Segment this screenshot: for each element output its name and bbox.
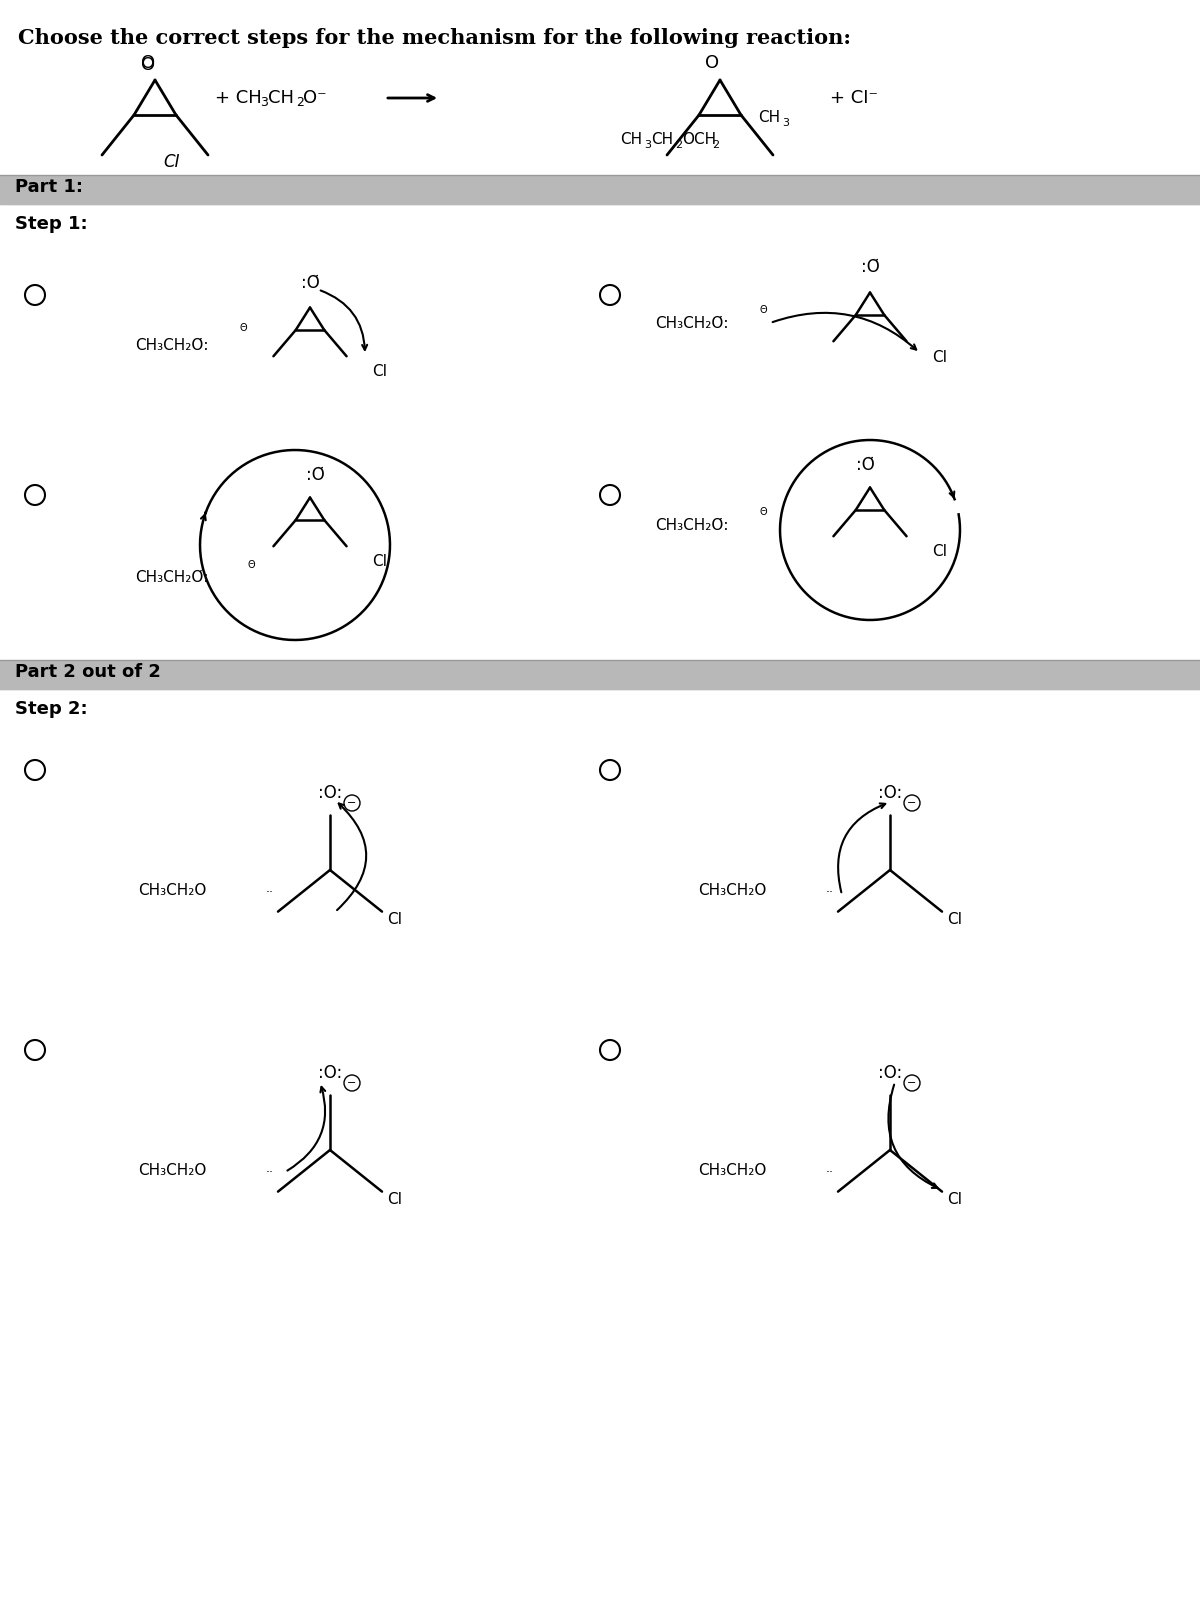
Text: 3: 3 xyxy=(782,119,790,128)
Text: Θ: Θ xyxy=(240,323,247,332)
Text: O: O xyxy=(140,55,155,72)
Text: CH: CH xyxy=(650,133,673,148)
Text: OCH: OCH xyxy=(682,133,716,148)
Text: −: − xyxy=(907,798,917,807)
Text: :Ö: :Ö xyxy=(301,273,319,292)
Text: Step 1:: Step 1: xyxy=(14,215,88,233)
Text: CH₃CH₂O: CH₃CH₂O xyxy=(698,1164,767,1178)
Text: CH₃CH₂O: CH₃CH₂O xyxy=(138,1164,206,1178)
Text: :O:: :O: xyxy=(878,783,902,802)
Text: CI: CI xyxy=(163,152,180,172)
Text: CH: CH xyxy=(620,133,642,148)
Text: ..: .. xyxy=(266,1162,274,1175)
Text: ..: .. xyxy=(826,1162,834,1175)
Text: Part 1:: Part 1: xyxy=(14,178,83,196)
Text: :O:: :O: xyxy=(318,1064,342,1082)
Text: CH₃CH₂O: CH₃CH₂O xyxy=(138,883,206,899)
Text: CH₃CH₂O: CH₃CH₂O xyxy=(698,883,767,899)
Text: Θ: Θ xyxy=(760,305,768,315)
Text: Part 2 out of 2: Part 2 out of 2 xyxy=(14,663,161,681)
Text: :Ö: :Ö xyxy=(860,258,880,276)
Text: Θ: Θ xyxy=(760,507,768,517)
Text: + CI⁻: + CI⁻ xyxy=(830,88,878,108)
Text: CH: CH xyxy=(758,111,780,125)
Text: 2: 2 xyxy=(296,96,304,109)
Text: CH₃CH₂Ö:: CH₃CH₂Ö: xyxy=(655,316,728,331)
Text: 3: 3 xyxy=(260,96,268,109)
Text: 2: 2 xyxy=(712,140,719,149)
Text: :Ö: :Ö xyxy=(856,456,875,475)
Text: CH₃CH₂Ö:: CH₃CH₂Ö: xyxy=(134,337,209,353)
Text: CH₃CH₂Ö:: CH₃CH₂Ö: xyxy=(134,570,209,586)
Bar xyxy=(0,175,1200,205)
Text: 3: 3 xyxy=(644,140,650,149)
Text: + CH: + CH xyxy=(215,88,262,108)
Text: :O:: :O: xyxy=(318,783,342,802)
Text: −: − xyxy=(347,798,356,807)
Text: −: − xyxy=(907,1079,917,1088)
Text: CI: CI xyxy=(932,544,947,560)
Text: O: O xyxy=(140,56,155,74)
Text: O: O xyxy=(704,55,719,72)
Text: CI: CI xyxy=(386,1193,402,1207)
Text: −: − xyxy=(347,1079,356,1088)
Text: CH₃CH₂Ö:: CH₃CH₂Ö: xyxy=(655,517,728,533)
Text: CI: CI xyxy=(386,912,402,928)
Text: Choose the correct steps for the mechanism for the following reaction:: Choose the correct steps for the mechani… xyxy=(18,27,851,48)
Text: ..: .. xyxy=(266,881,274,894)
Text: CI: CI xyxy=(932,350,947,364)
Text: CI: CI xyxy=(372,364,388,379)
Text: Θ: Θ xyxy=(248,560,256,570)
Text: O⁻: O⁻ xyxy=(302,88,326,108)
Text: :O:: :O: xyxy=(878,1064,902,1082)
Text: CI: CI xyxy=(947,1193,962,1207)
Text: :Ö: :Ö xyxy=(306,467,324,485)
Text: CI: CI xyxy=(372,554,388,570)
Text: CI: CI xyxy=(947,912,962,928)
Text: Step 2:: Step 2: xyxy=(14,700,88,717)
Text: 2: 2 xyxy=(674,140,682,149)
Bar xyxy=(0,660,1200,690)
Text: CH: CH xyxy=(268,88,294,108)
Text: ..: .. xyxy=(826,881,834,894)
